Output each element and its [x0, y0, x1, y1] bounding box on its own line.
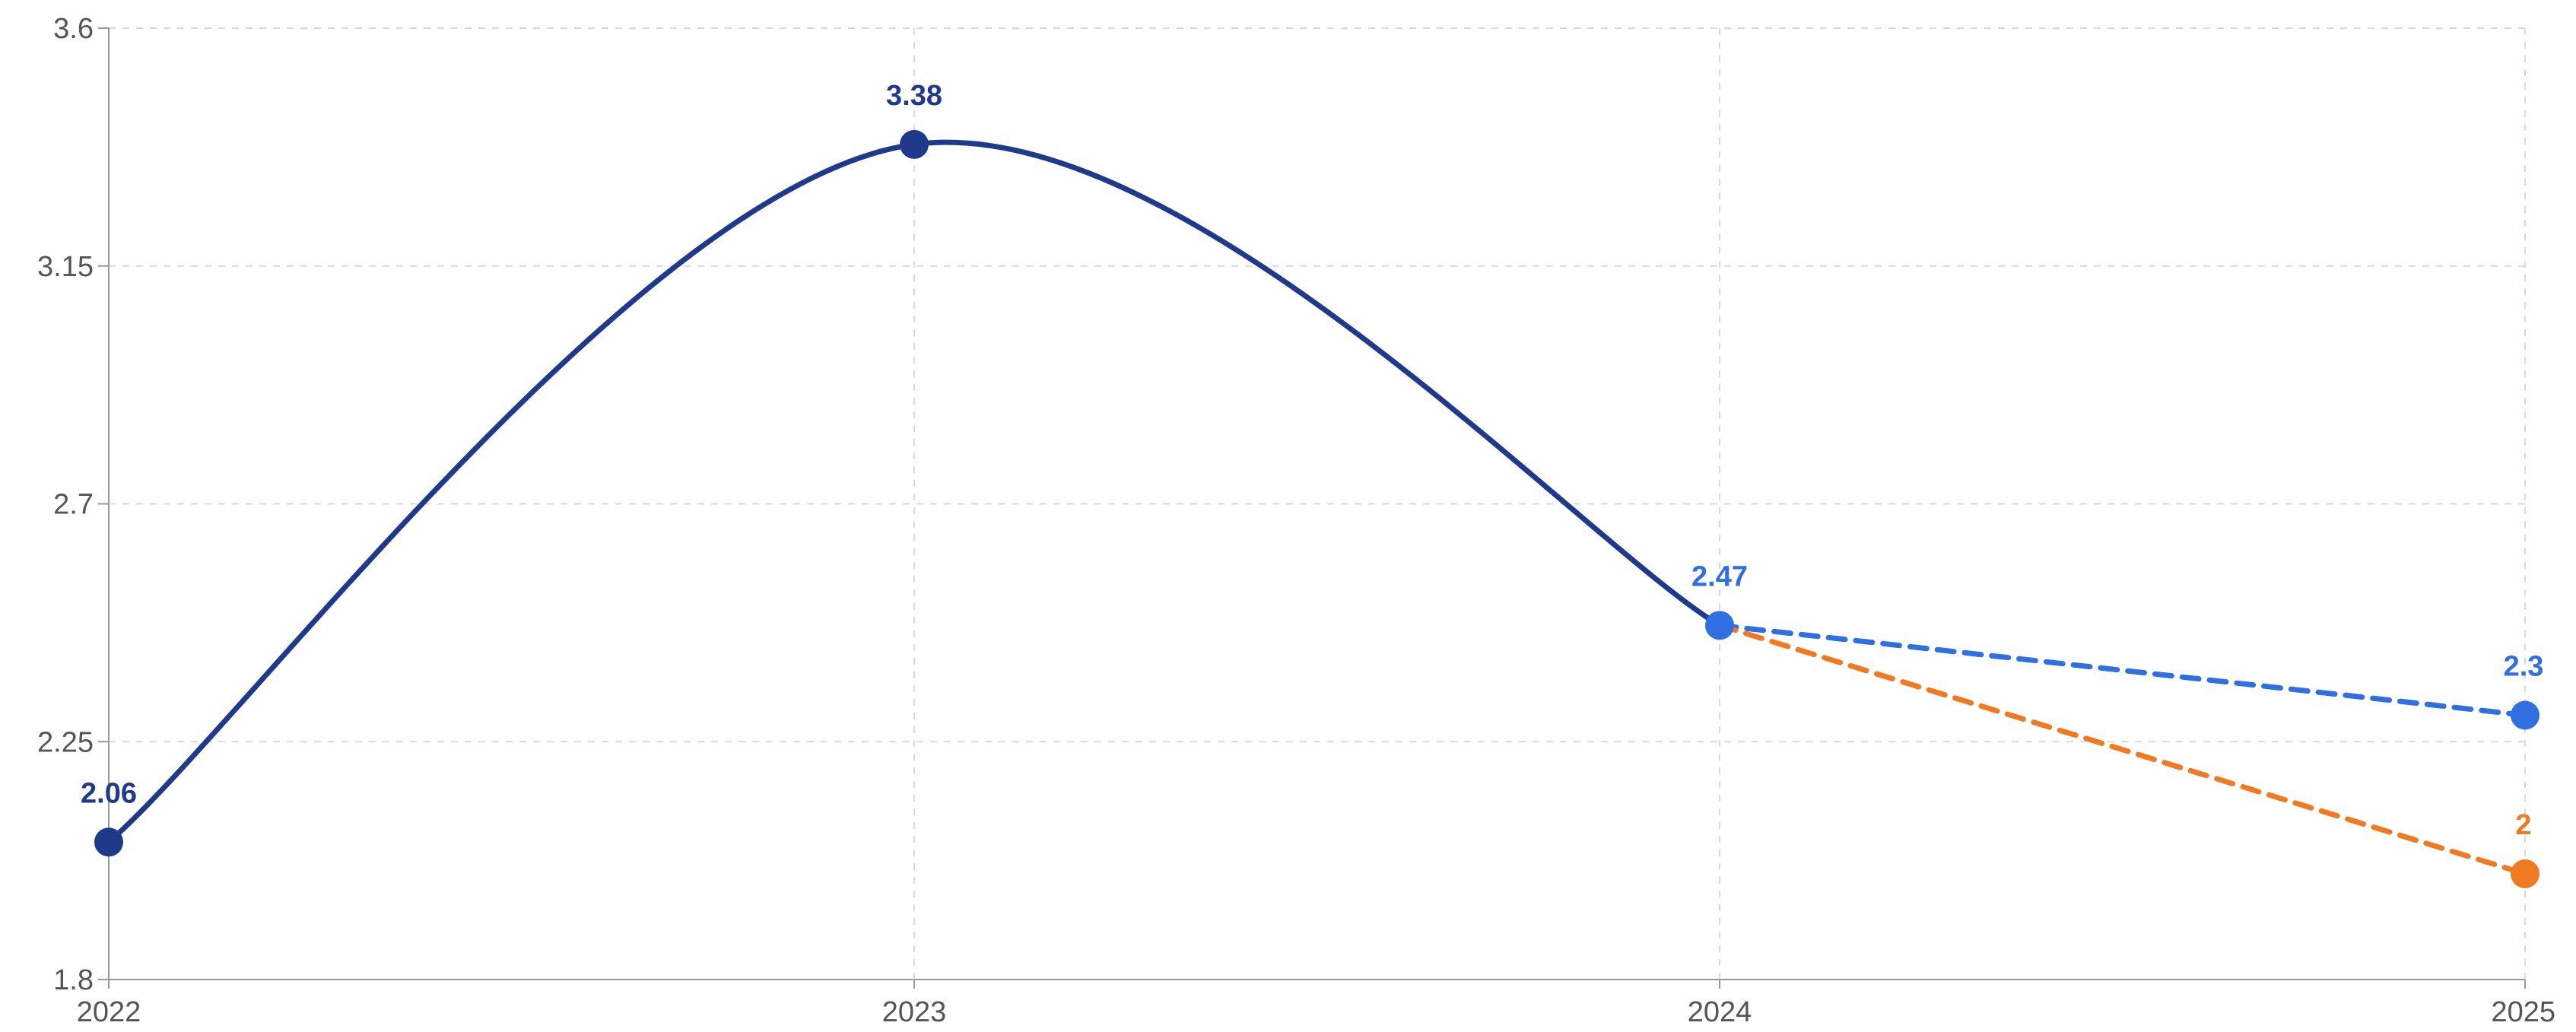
grid	[109, 27, 2526, 980]
series-line-forecast_low	[1717, 622, 2528, 877]
data-label-forecast_high: 2.3	[2504, 651, 2544, 683]
x-tick-label: 2023	[882, 996, 947, 1028]
data-point-actual	[1705, 611, 1734, 640]
data-label-actual: 2.06	[81, 777, 137, 809]
series-line-forecast_high	[1717, 622, 2528, 718]
data-points	[94, 129, 2539, 888]
data-point-forecast_low	[2511, 859, 2539, 888]
series-lines	[106, 139, 2528, 877]
x-tick-label: 2025	[2491, 996, 2555, 1028]
data-label-forecast_low: 2	[2515, 809, 2531, 841]
y-tick-label: 2.25	[37, 726, 94, 758]
data-point-forecast_high	[2511, 700, 2539, 730]
x-tick-label: 2024	[1688, 996, 1752, 1028]
y-tick-label: 1.8	[53, 964, 94, 996]
data-point-actual	[900, 129, 929, 159]
axes: 1.8 2.25 2.7 3.15 3.6 2022 2023 2024 2025	[37, 13, 2555, 1028]
y-tick-label: 3.15	[37, 251, 94, 283]
data-label-actual: 3.38	[886, 80, 942, 112]
x-tick-label: 2022	[77, 996, 141, 1028]
data-point-actual	[94, 827, 123, 857]
data-label-actual: 2.47	[1691, 560, 1748, 592]
y-tick-label: 2.7	[53, 489, 94, 521]
data-labels: 2.06 3.38 2.47 2.3 2	[81, 80, 2543, 841]
y-tick-label: 3.6	[53, 13, 94, 45]
